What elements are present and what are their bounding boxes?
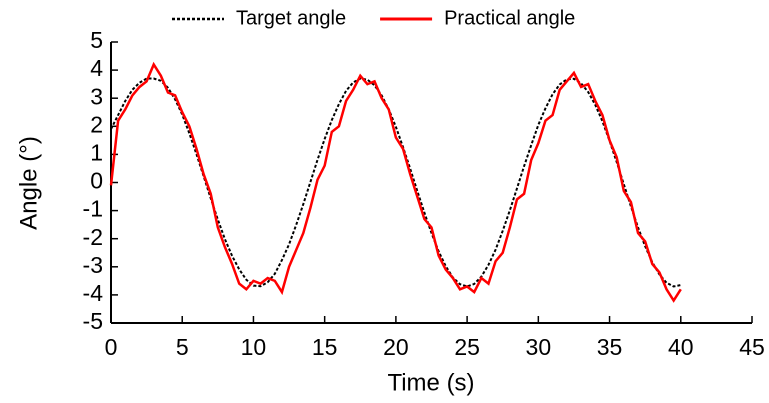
x-tick-label: 25 bbox=[454, 334, 480, 360]
x-tick-label: 30 bbox=[526, 334, 552, 360]
x-tick-label: 10 bbox=[241, 334, 267, 360]
y-tick-label: 5 bbox=[90, 27, 103, 53]
y-tick-label: 1 bbox=[90, 139, 103, 165]
legend-label: Practical angle bbox=[444, 7, 575, 29]
x-tick-label: 15 bbox=[312, 334, 338, 360]
x-tick-label: 35 bbox=[597, 334, 623, 360]
x-tick-label: 45 bbox=[739, 334, 765, 360]
y-tick-label: 2 bbox=[90, 111, 103, 137]
series-line bbox=[110, 77, 681, 288]
x-axis-label: Time (s) bbox=[387, 369, 474, 396]
series-line bbox=[109, 61, 682, 303]
y-tick-label: -5 bbox=[83, 308, 103, 334]
x-tick-label: 20 bbox=[383, 334, 409, 360]
y-tick-label: -2 bbox=[83, 224, 103, 250]
y-tick-label: -4 bbox=[83, 280, 104, 306]
y-tick-label: -1 bbox=[83, 196, 103, 222]
y-tick-label: 0 bbox=[90, 168, 103, 194]
y-tick-label: 3 bbox=[90, 83, 103, 109]
y-tick-label: -3 bbox=[83, 252, 103, 278]
x-tick-label: 0 bbox=[105, 334, 118, 360]
x-tick-label: 40 bbox=[668, 334, 694, 360]
x-tick-label: 5 bbox=[176, 334, 189, 360]
y-tick-label: 4 bbox=[90, 55, 103, 81]
legend-label: Target angle bbox=[236, 7, 346, 29]
y-axis-label: Angle (°) bbox=[15, 136, 42, 230]
